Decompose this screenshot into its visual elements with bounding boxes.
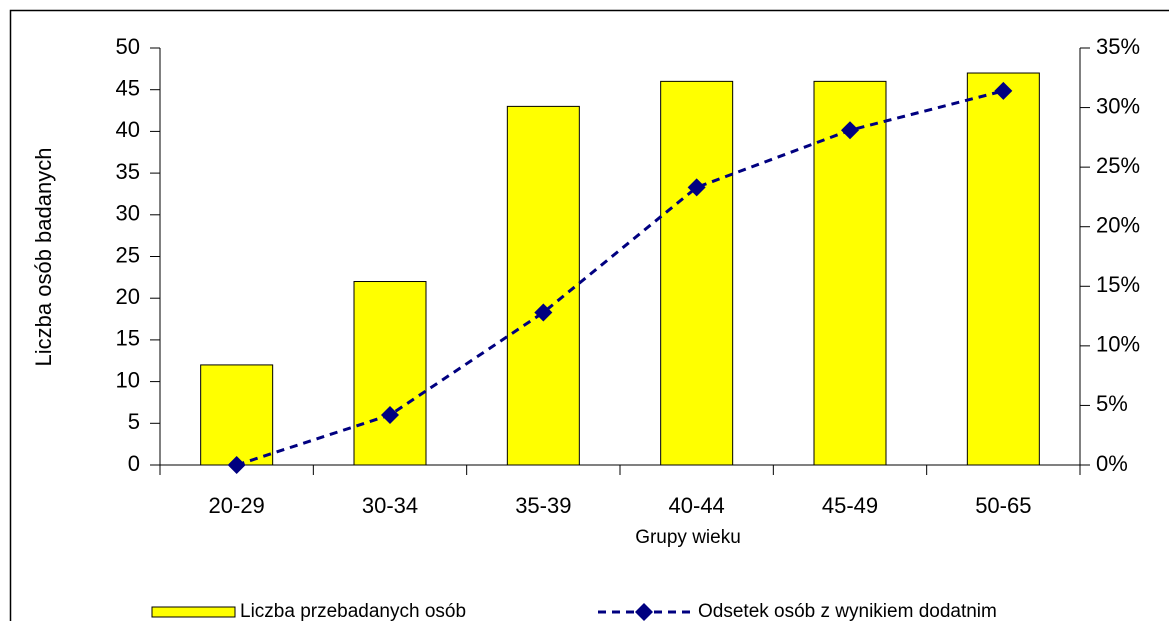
y2-tick-label: 15% — [1096, 272, 1140, 297]
marker — [381, 405, 399, 424]
y2-tick-label: 35% — [1096, 34, 1140, 59]
x-tick-label: 30-34 — [362, 493, 418, 518]
x-tick-label: 50-65 — [975, 493, 1031, 518]
y2-tick-label: 10% — [1096, 332, 1140, 357]
y-tick-label: 40 — [116, 117, 140, 142]
chart-frame — [9, 9, 1169, 621]
x-tick-label: 35-39 — [515, 493, 571, 518]
x-axis-title: Grupy wieku — [635, 527, 741, 548]
legend-marker — [635, 603, 653, 621]
y2-tick-label: 0% — [1096, 451, 1128, 476]
y2-tick-label: 5% — [1096, 391, 1128, 416]
y-tick-label: 35 — [116, 159, 140, 184]
legend-label: Liczba przebadanych osób — [240, 601, 466, 621]
marker — [687, 178, 706, 197]
line — [236, 89, 1004, 467]
y-tick-label: 45 — [116, 76, 140, 101]
marker — [994, 81, 1013, 100]
marker — [534, 303, 553, 322]
y-tick-label: 20 — [116, 284, 140, 309]
y-tick-label: 5 — [128, 409, 140, 434]
y-tick-label: 10 — [116, 367, 140, 392]
bar — [660, 80, 734, 466]
marker — [841, 121, 859, 140]
y2-tick-label: 20% — [1096, 213, 1140, 238]
y-tick-label: 50 — [116, 34, 140, 59]
x-tick-label: 40-44 — [669, 493, 725, 518]
marker — [227, 456, 246, 474]
x-tick-label: 45-49 — [822, 493, 878, 518]
bar — [200, 364, 274, 466]
y2-tick-label: 30% — [1096, 93, 1140, 118]
legend-label: Odsetek osób z wynikiem dodatnim — [698, 601, 997, 621]
y-axis-title: Liczba osób badanych — [31, 148, 56, 367]
y2-tick-label: 25% — [1096, 153, 1140, 178]
y-tick-label: 25 — [116, 242, 140, 267]
bar — [353, 281, 427, 466]
bar — [813, 80, 887, 466]
y-tick-label: 0 — [128, 451, 140, 476]
legend-swatch — [151, 606, 236, 618]
x-tick-label: 20-29 — [209, 493, 265, 518]
y-tick-label: 30 — [116, 201, 140, 226]
y-tick-label: 15 — [116, 326, 140, 351]
bar — [506, 105, 580, 466]
bar — [966, 72, 1040, 466]
